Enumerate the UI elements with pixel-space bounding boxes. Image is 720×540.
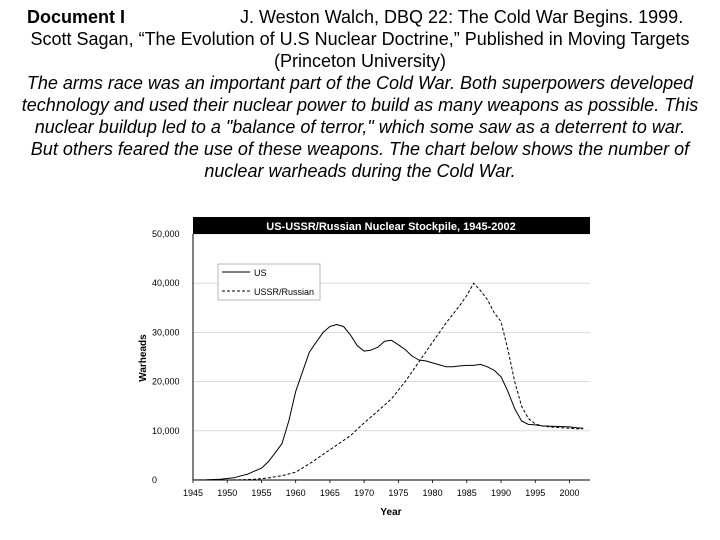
ussr-series-line <box>193 282 584 481</box>
grid-lines <box>193 233 590 432</box>
document-label: Document I <box>27 7 126 27</box>
legend: US USSR/Russian <box>217 263 321 301</box>
intro-line-1: The arms race was an important part of t… <box>26 73 694 93</box>
citation-line-1: J. Weston Walch, DBQ 22: The Cold War Be… <box>240 7 684 27</box>
citation-line-2: Scott Sagan, “The Evolution of U.S Nucle… <box>30 29 690 49</box>
header-line: Document I J. Weston Walch, DBQ 22: The … <box>0 6 720 28</box>
x-axis-label: Year <box>380 507 401 518</box>
intro-line-5: nuclear warheads during the Cold War. <box>204 161 516 181</box>
y-tick-labels: 0 10,000 20,000 30,000 40,000 50,000 <box>152 229 180 485</box>
intro-line-3: nuclear buildup led to a "balance of ter… <box>34 117 686 137</box>
intro-line-2: technology and used their nuclear power … <box>21 95 699 115</box>
legend-us-label: US <box>254 268 267 278</box>
data-series <box>192 282 584 481</box>
intro-line-4: But others feared the use of these weapo… <box>30 139 690 159</box>
y-tick-label: 10,000 <box>152 426 180 436</box>
document-text: Document I J. Weston Walch, DBQ 22: The … <box>0 6 720 182</box>
y-tick-label: 30,000 <box>152 327 180 337</box>
legend-box <box>217 263 321 301</box>
x-tick-label: 1990 <box>491 488 511 498</box>
x-tick-label: 1965 <box>320 488 340 498</box>
x-tick-label: 1980 <box>423 488 443 498</box>
x-tick-label: 1985 <box>457 488 477 498</box>
y-tick-label: 40,000 <box>152 278 180 288</box>
x-tick-label: 2000 <box>559 488 579 498</box>
x-tick-label: 1975 <box>388 488 408 498</box>
x-tick-label: 1970 <box>354 488 374 498</box>
citation-line-3: (Princeton University) <box>273 51 447 71</box>
y-tick-label: 0 <box>152 475 157 485</box>
chart-title-bar <box>193 217 590 234</box>
us-series-line <box>192 324 584 481</box>
x-tick-label: 1945 <box>183 488 203 498</box>
legend-ussr-label: USSR/Russian <box>254 287 314 297</box>
y-tick-label: 20,000 <box>152 377 180 387</box>
y-tick-label: 50,000 <box>152 229 180 239</box>
x-tick-label: 1995 <box>525 488 545 498</box>
x-tick-labels: 1945 1950 1955 1960 1965 1970 1975 1980 1985 1990… <box>183 480 579 498</box>
x-tick-label: 1960 <box>286 488 306 498</box>
y-axis-label: Warheads <box>138 334 149 382</box>
x-tick-label: 1955 <box>251 488 271 498</box>
chart-title: US-USSR/Russian Nuclear Stockpile, 1945-… <box>266 221 515 233</box>
x-tick-label: 1950 <box>217 488 237 498</box>
